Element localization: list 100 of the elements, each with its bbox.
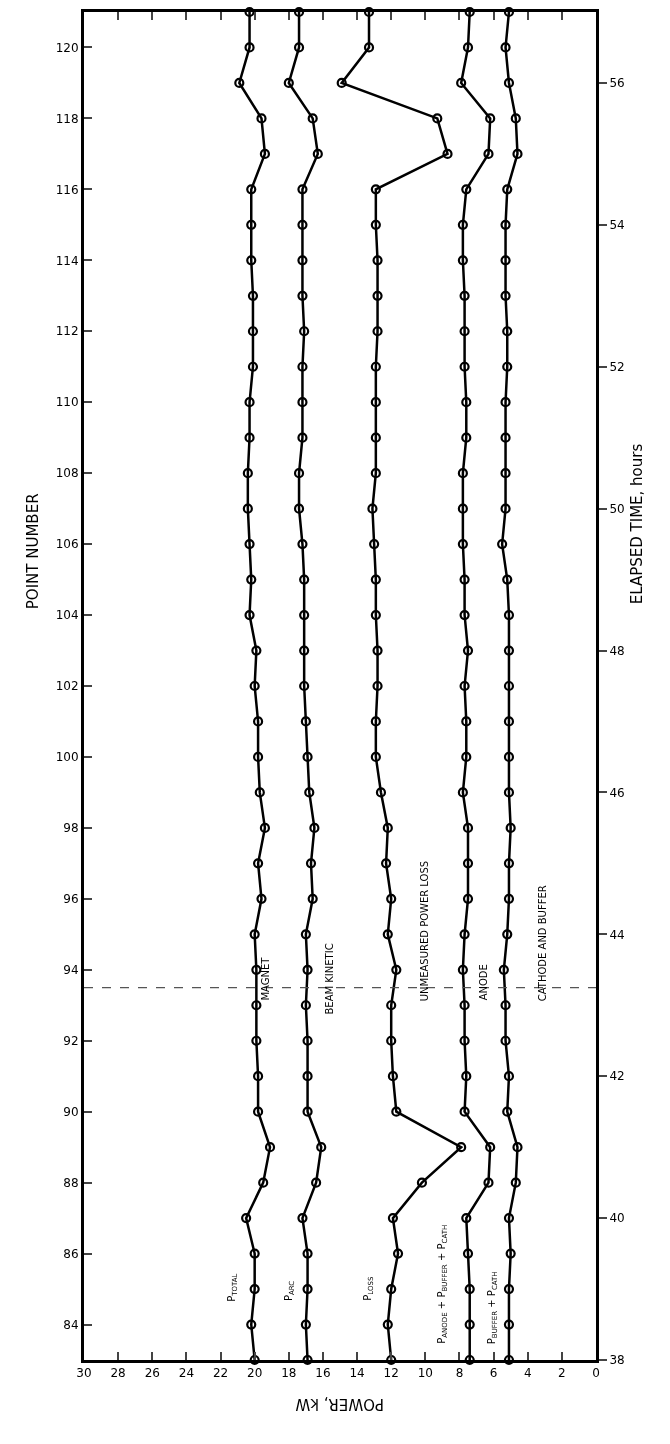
point <box>370 574 381 585</box>
point <box>256 113 267 124</box>
y-tick-label: 94 <box>63 962 79 977</box>
y-tick-label: 92 <box>63 1033 79 1048</box>
y-tick-label: 86 <box>63 1246 79 1261</box>
point <box>461 397 472 408</box>
point <box>259 148 271 159</box>
y-tick-label: 90 <box>63 1104 79 1119</box>
point <box>457 468 468 479</box>
x-tick-label: 6 <box>489 1366 498 1381</box>
point <box>483 148 494 159</box>
point <box>297 290 308 301</box>
point <box>300 1319 311 1330</box>
point <box>293 42 305 53</box>
point <box>500 1000 511 1011</box>
point <box>302 1035 313 1046</box>
point <box>297 397 308 408</box>
point <box>391 964 402 975</box>
point <box>464 6 475 18</box>
point <box>502 184 513 195</box>
point <box>502 929 513 940</box>
point <box>251 645 262 656</box>
point <box>370 432 381 443</box>
point <box>382 1319 393 1330</box>
point <box>464 1354 475 1366</box>
y2-axis-title: ELAPSED TIME, hours <box>627 443 646 605</box>
y2-tick-label: 52 <box>609 359 625 374</box>
point <box>457 787 468 798</box>
point <box>459 609 470 621</box>
point <box>464 1283 475 1295</box>
point <box>372 290 383 301</box>
point <box>503 751 515 763</box>
point <box>244 539 255 550</box>
point <box>302 751 313 763</box>
x-tick-label: 0 <box>592 1366 600 1381</box>
point <box>249 929 260 940</box>
point <box>252 751 264 763</box>
x-tick-label: 2 <box>558 1366 566 1381</box>
point <box>370 716 381 727</box>
y-tick-label: 100 <box>55 750 79 765</box>
point <box>432 113 443 124</box>
y2-tick-label: 48 <box>609 643 625 658</box>
point <box>297 255 308 266</box>
point <box>302 1106 313 1117</box>
point <box>503 1213 515 1224</box>
x-tick-label: 16 <box>315 1366 331 1381</box>
point <box>502 1106 513 1117</box>
point <box>244 42 255 53</box>
point <box>297 539 308 550</box>
point <box>457 219 468 230</box>
point <box>386 1354 397 1366</box>
point <box>503 1354 515 1366</box>
point <box>462 1248 474 1259</box>
point <box>500 432 511 443</box>
x-tick-label: 8 <box>455 1366 464 1381</box>
point <box>312 148 323 159</box>
point <box>370 184 381 195</box>
point <box>264 1142 276 1153</box>
point <box>459 574 470 585</box>
point <box>370 609 381 621</box>
x-tick-label: 22 <box>212 1366 229 1381</box>
y-tick-label: 112 <box>55 324 79 339</box>
point <box>246 255 257 266</box>
x-axis-title: POWER, kW <box>295 1395 384 1413</box>
point <box>497 539 508 550</box>
point <box>252 858 264 869</box>
point <box>503 609 515 621</box>
point <box>293 468 305 479</box>
point <box>500 290 511 301</box>
point <box>500 219 511 230</box>
point <box>246 574 257 585</box>
y2-tick-label: 44 <box>609 927 625 942</box>
point <box>502 326 513 337</box>
annotation: CATHODE AND BUFFER <box>536 885 548 1002</box>
point <box>461 751 472 763</box>
point <box>302 964 313 975</box>
point <box>459 1035 470 1046</box>
y-tick-label: 96 <box>63 892 79 907</box>
point <box>382 929 393 940</box>
point <box>459 361 470 372</box>
point <box>485 113 496 124</box>
point <box>500 468 511 479</box>
point <box>367 503 378 514</box>
y2-tick-label: 46 <box>609 785 625 800</box>
point <box>372 680 383 692</box>
point <box>459 290 470 301</box>
x-tick-label: 10 <box>417 1366 433 1381</box>
y-tick-label: 110 <box>55 395 79 410</box>
point <box>380 858 392 869</box>
x-tick-label: 12 <box>383 1366 399 1381</box>
point <box>391 1106 402 1117</box>
x-tick-label: 20 <box>247 1366 263 1381</box>
point <box>386 893 397 904</box>
point <box>459 1106 470 1117</box>
point <box>369 539 380 550</box>
point <box>336 77 347 89</box>
point <box>251 1000 262 1011</box>
point <box>297 432 308 443</box>
y-tick-label: 104 <box>55 608 79 623</box>
point <box>503 1283 515 1295</box>
